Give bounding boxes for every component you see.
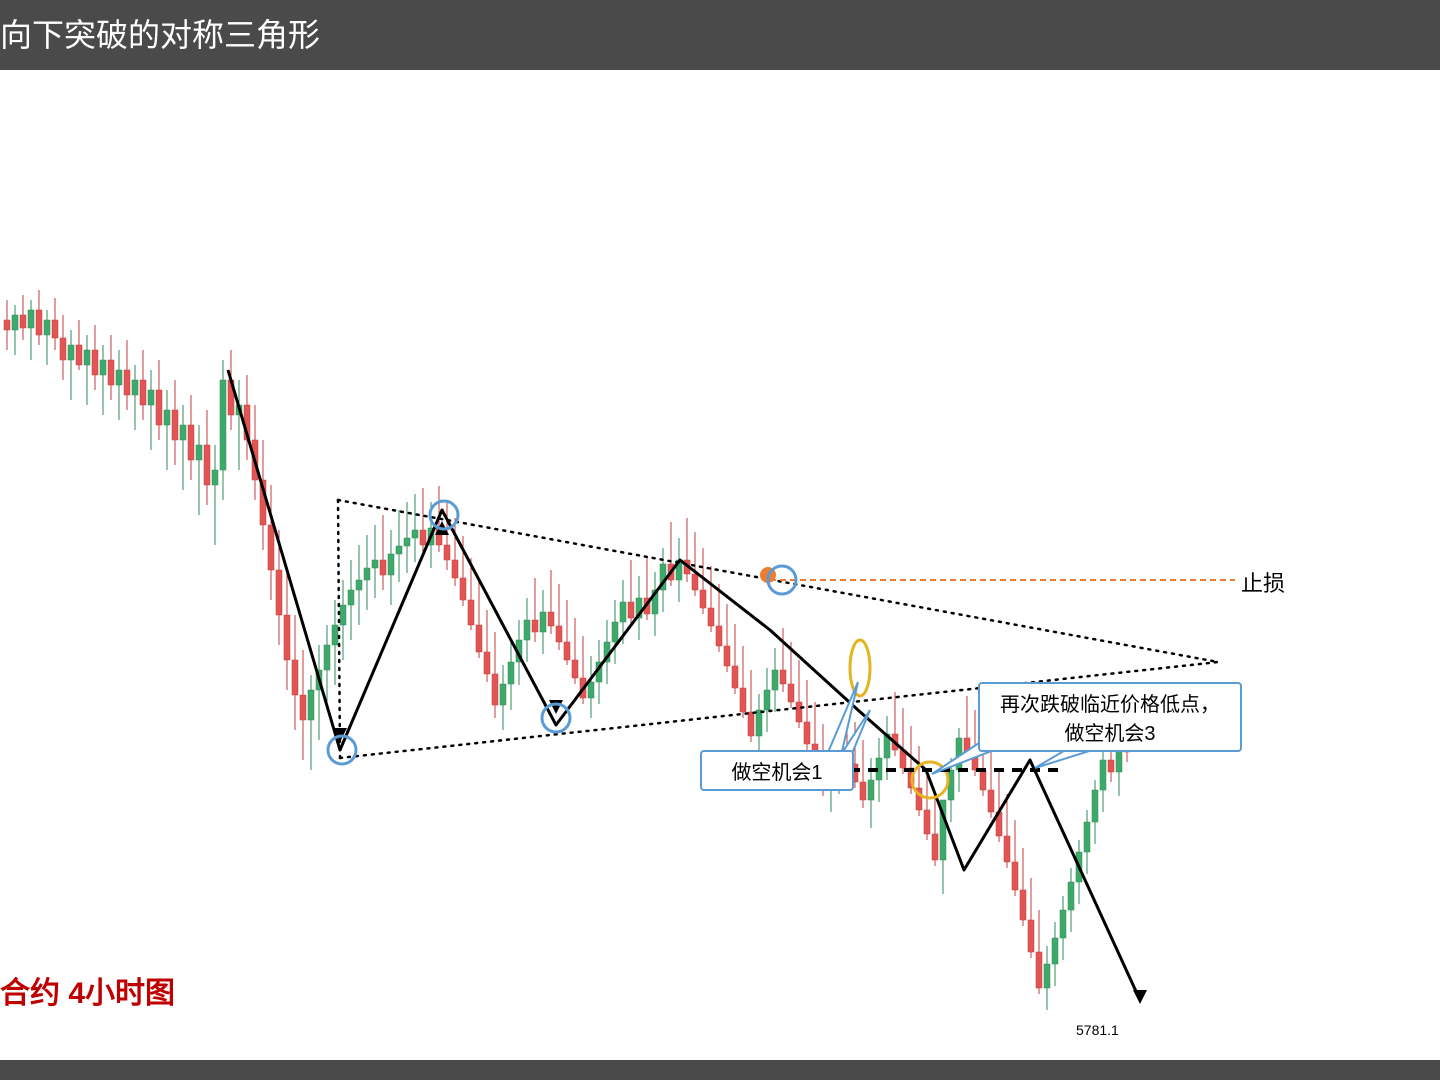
callout-short-3-line1: 再次跌破临近价格低点， xyxy=(1000,694,1220,716)
price-tick-label: 5781.1 xyxy=(1076,1022,1119,1038)
callout-short-1-text: 做空机会1 xyxy=(731,762,822,784)
stop-loss-label: 止损 xyxy=(1241,566,1285,598)
callout-short-3: 再次跌破临近价格低点， 做空机会3 xyxy=(978,682,1242,752)
bottom-bar xyxy=(0,1060,1440,1080)
chart-area: 做空机会1 再次跌破临近价格低点， 做空机会3 止损 5781.1 xyxy=(0,70,1440,1060)
slide-title: 向下突破的对称三角形 xyxy=(0,17,320,53)
callout-short-1: 做空机会1 xyxy=(700,750,854,791)
slide-header: 向下突破的对称三角形 xyxy=(0,0,1440,70)
chart-footer-label: 合约 4小时图 xyxy=(0,968,175,1012)
candlestick-chart xyxy=(0,70,1440,1060)
callout-short-3-line2: 做空机会3 xyxy=(1064,723,1155,745)
